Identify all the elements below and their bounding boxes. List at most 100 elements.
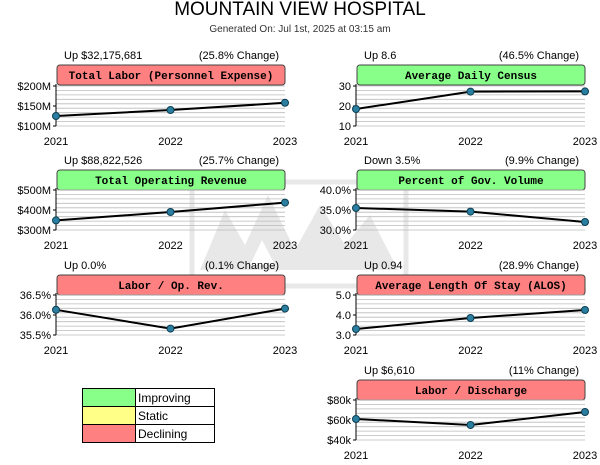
y-tick-label: $40k [327,435,351,447]
y-tick-label: 4.0 [336,310,351,322]
y-tick-label: 30.0% [320,225,351,237]
change-summary: Up $32,175,681 [64,50,142,62]
status-legend: Improving Static Declining [82,388,215,443]
data-point [166,324,175,333]
chart-panel: Up $6,610 (11% Change) Labor / Discharge $4… [327,365,597,462]
y-tick-label: $500M [17,185,51,197]
metric-title: Total Labor (Personnel Expense) [69,71,274,83]
y-tick-label: $400M [17,205,51,217]
x-tick-label: 2021 [344,240,368,252]
metric-banner [56,64,286,86]
y-tick-label: $80k [327,395,351,407]
x-tick-label: 2023 [573,136,597,148]
chart-panel: Up $32,175,681 (25.8% Change) Total Labor … [17,50,297,148]
metric-title: Labor / Op. Rev. [118,281,224,293]
x-tick-label: 2021 [44,240,68,252]
y-tick-label: 5.0 [336,290,351,302]
data-point [281,98,289,107]
metric-title: Labor / Discharge [415,386,528,398]
chart-panel: Down 3.5% (9.9% Change) Percent of Gov. Vo… [320,155,597,252]
y-tick-label: 36.5% [20,290,51,302]
x-tick-label: 2021 [344,345,368,357]
data-point [581,218,589,226]
x-tick-label: 2023 [273,345,297,357]
change-summary: Up $6,610 [364,365,415,377]
data-point [166,106,175,114]
x-tick-label: 2023 [573,345,597,357]
page-title: MOUNTAIN VIEW HOSPITAL [174,0,426,20]
legend-label: Declining [135,424,215,443]
change-percent: (9.9% Change) [505,155,579,167]
change-percent: (25.8% Change) [199,50,279,62]
y-tick-label: $100M [17,121,51,133]
data-point [52,112,60,120]
x-tick-label: 2021 [44,136,68,148]
x-tick-label: 2023 [573,450,597,462]
x-tick-label: 2023 [273,136,297,148]
y-tick-label: $200M [17,81,51,93]
y-tick-label: 36.0% [20,310,51,322]
change-percent: (28.9% Change) [499,260,579,272]
chart-panel: Up $88,822,526 (25.7% Change) Total Operat… [17,155,297,252]
x-tick-label: 2021 [344,450,368,462]
x-tick-label: 2021 [344,136,368,148]
x-tick-label: 2022 [158,240,182,252]
x-tick-label: 2022 [458,450,482,462]
x-tick-label: 2022 [458,240,482,252]
y-tick-label: $300M [17,225,51,237]
x-tick-label: 2022 [458,136,482,148]
x-tick-label: 2022 [158,136,182,148]
y-tick-label: 35.5% [20,330,51,342]
data-point [281,304,289,313]
page-subtitle: Generated On: Jul 1st, 2025 at 03:15 am [209,24,391,35]
data-point [581,87,589,96]
y-tick-label: $60k [327,415,351,427]
data-point [281,198,289,207]
change-summary: Up 0.94 [364,260,403,272]
legend-item: Improving [82,388,215,407]
data-point [352,325,360,333]
chart-panel: Up 0.94 (28.9% Change) Average Length Of S… [336,260,598,357]
legend-label: Static [135,406,215,425]
chart-panel: Up 0.0% (0.1% Change) Labor / Op. Rev. 35.5… [20,260,297,357]
change-summary: Down 3.5% [364,155,420,167]
change-summary: Up $88,822,526 [64,155,142,167]
change-summary: Up 0.0% [64,260,106,272]
y-tick-label: 30 [339,81,351,93]
x-tick-label: 2022 [158,345,182,357]
change-percent: (46.5% Change) [499,50,579,62]
legend-swatch-declining [82,424,136,443]
data-point [352,105,360,113]
y-tick-label: 3.0 [336,330,351,342]
metric-title: Average Length Of Stay (ALOS) [375,281,566,293]
change-percent: (11% Change) [509,365,579,377]
y-tick-label: 35.0% [320,205,351,217]
legend-item: Declining [82,424,215,443]
data-point [52,305,60,314]
legend-label: Improving [135,388,215,407]
y-tick-label: 20 [339,101,351,113]
legend-swatch-improving [82,388,136,407]
y-tick-label: 40.0% [320,185,351,197]
data-point [466,421,475,429]
data-point [352,204,360,212]
data-point [52,216,60,225]
change-percent: (25.7% Change) [199,155,279,167]
data-point [466,314,475,322]
metric-title: Total Operating Revenue [95,176,247,188]
x-tick-label: 2023 [273,240,297,252]
data-point [581,408,589,416]
x-tick-label: 2023 [573,240,597,252]
legend-item: Static [82,406,215,425]
data-point [581,306,589,314]
y-tick-label: $150M [17,101,51,113]
metric-title: Average Daily Census [405,71,537,83]
change-percent: (0.1% Change) [205,260,279,272]
data-point [466,207,475,216]
change-summary: Up 8.6 [364,50,396,62]
chart-panel: Up 8.6 (46.5% Change) Average Daily Census… [339,50,597,148]
legend-swatch-static [82,406,136,425]
data-point [166,208,175,216]
